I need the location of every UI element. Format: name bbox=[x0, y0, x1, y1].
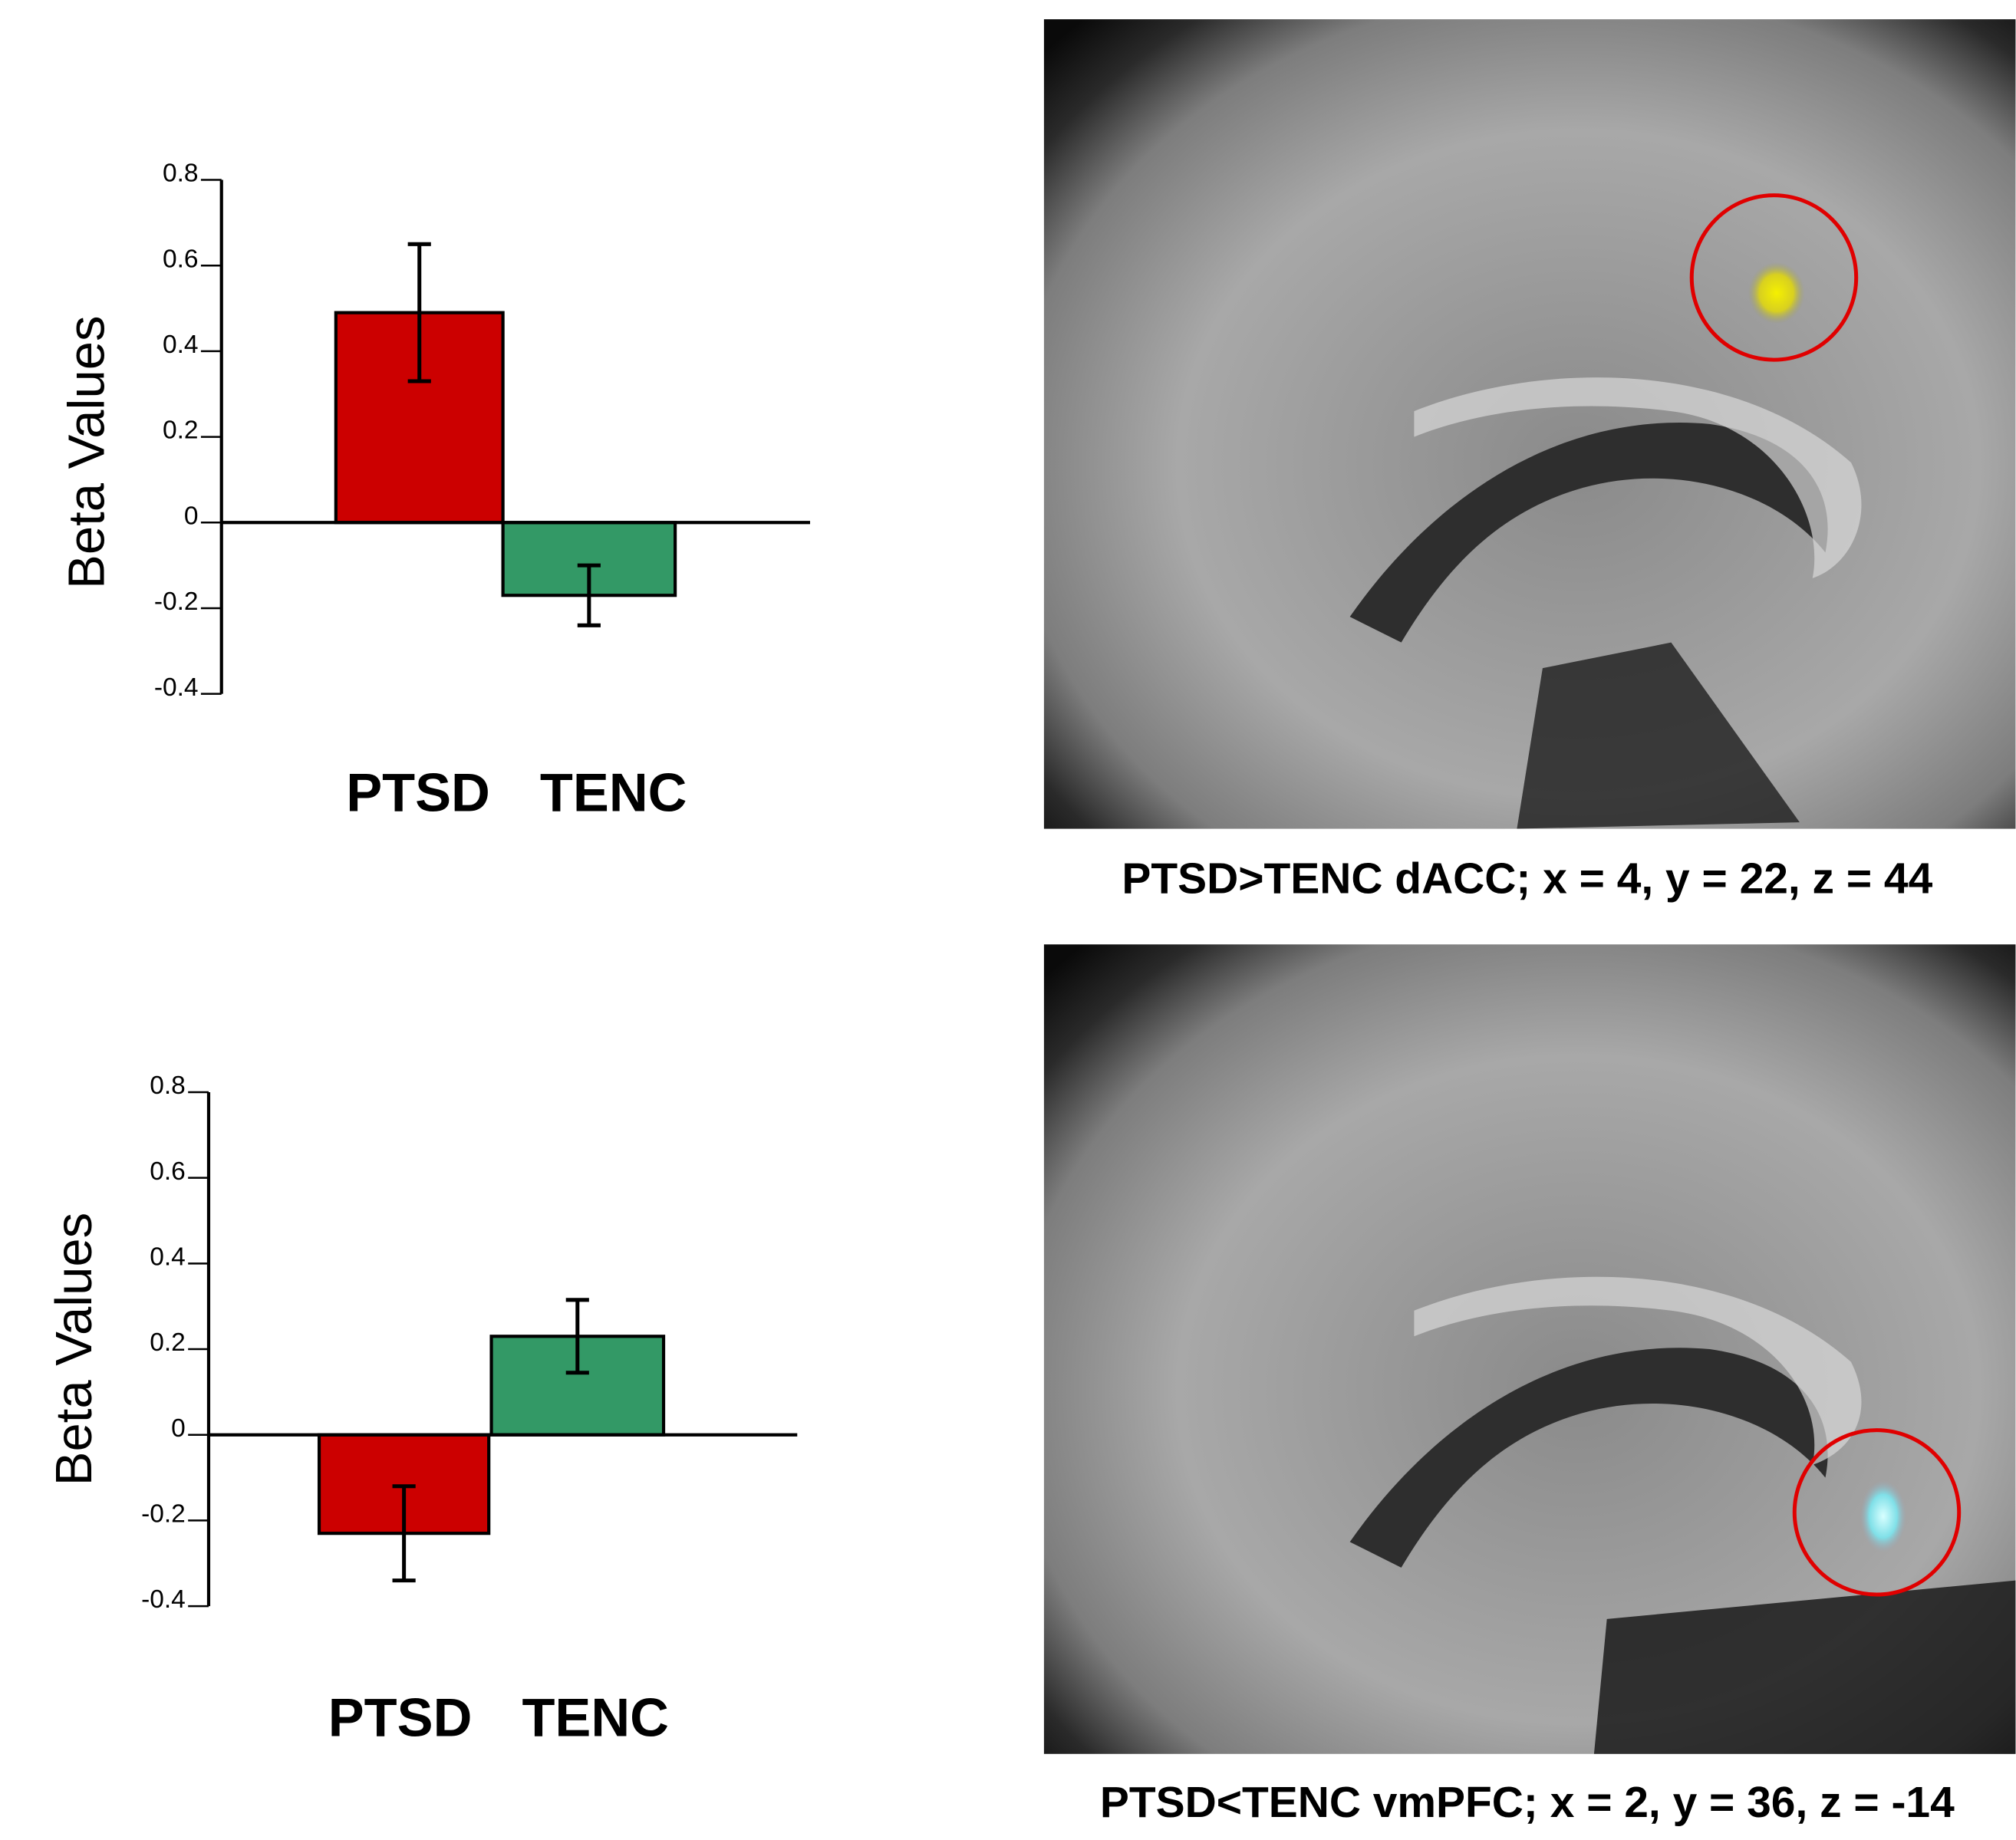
y-tick-label: 0.6 bbox=[150, 1157, 186, 1186]
y-axis-title: Beta Values bbox=[45, 1213, 103, 1486]
y-tick-label: -0.4 bbox=[141, 1585, 186, 1614]
error-bar bbox=[565, 1298, 589, 1375]
brain-image bbox=[1043, 19, 2016, 829]
y-tick-label: 0 bbox=[171, 1414, 186, 1443]
caption: PTSD>TENC dACC; x = 4, y = 22, z = 44 bbox=[1122, 854, 1932, 903]
y-tick-label: 0.2 bbox=[150, 1328, 186, 1357]
y-tick-label: 0 bbox=[184, 502, 199, 530]
y-tick-label: -0.2 bbox=[154, 588, 199, 616]
x-tick-label: TENC bbox=[540, 762, 687, 822]
y-tick-label: 0.4 bbox=[163, 331, 199, 359]
y-tick-label: -0.4 bbox=[154, 673, 199, 702]
error-bar bbox=[577, 563, 601, 627]
x-tick-label: TENC bbox=[522, 1687, 669, 1747]
y-tick-label: -0.2 bbox=[141, 1500, 186, 1529]
y-tick-label: 0.4 bbox=[150, 1243, 186, 1272]
error-bar bbox=[392, 1484, 416, 1583]
x-tick-label: PTSD bbox=[328, 1687, 473, 1747]
y-tick-label: 0.6 bbox=[163, 245, 199, 273]
error-bar bbox=[407, 242, 431, 383]
y-tick-label: 0.2 bbox=[163, 416, 199, 445]
brain-image bbox=[1043, 944, 2016, 1754]
y-tick-label: 0.8 bbox=[150, 1071, 186, 1100]
x-tick-label: PTSD bbox=[346, 762, 490, 822]
caption: PTSD<TENC vmPFC; x = 2, y = 36, z = -14 bbox=[1100, 1778, 1955, 1827]
y-axis-title: Beta Values bbox=[58, 316, 116, 589]
y-tick-label: 0.8 bbox=[163, 160, 199, 188]
